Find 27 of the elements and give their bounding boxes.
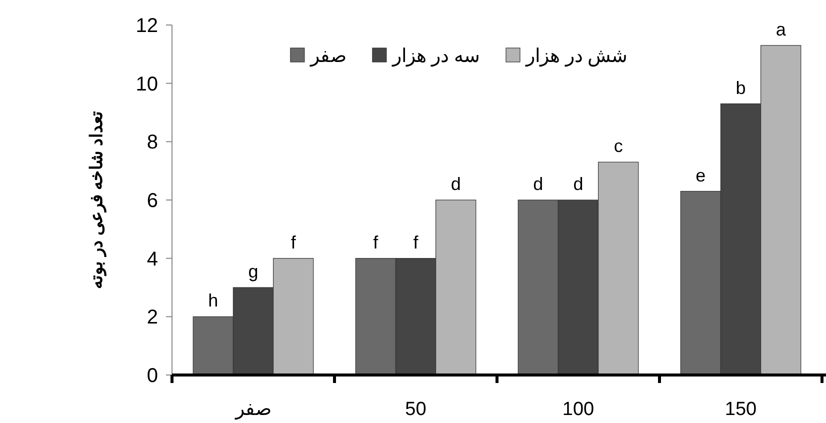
data-label: d — [450, 174, 461, 194]
y-axis-title: تعداد شاخه فرعی در بوته — [87, 111, 107, 289]
y-tick-label: 0 — [146, 365, 158, 387]
data-label: f — [373, 232, 380, 252]
x-tick-label: 100 — [562, 399, 594, 420]
y-tick-label: 6 — [146, 190, 158, 212]
x-tick-label: 150 — [724, 399, 757, 420]
legend-label: صفر — [309, 46, 346, 67]
data-label: d — [573, 174, 584, 194]
data-label: e — [696, 165, 706, 186]
x-tick-label: صفر — [234, 399, 272, 420]
y-tick-label: 10 — [136, 73, 158, 96]
data-label: c — [614, 136, 623, 156]
legend-label: شش در هزار — [525, 46, 628, 67]
y-tick-label: 2 — [146, 306, 158, 329]
y-tick-label: 8 — [146, 132, 158, 154]
y-tick-label: 12 — [136, 15, 158, 37]
x-tick-label: 50 — [405, 399, 426, 420]
data-label: d — [533, 174, 544, 194]
data-label: f — [290, 232, 297, 252]
data-label: h — [208, 290, 218, 311]
data-label: b — [736, 78, 746, 98]
data-label: g — [248, 262, 258, 282]
legend-label: سه در هزار — [391, 46, 480, 67]
y-tick-label: 4 — [146, 248, 158, 270]
data-label: f — [413, 232, 420, 252]
data-label: a — [776, 19, 787, 40]
